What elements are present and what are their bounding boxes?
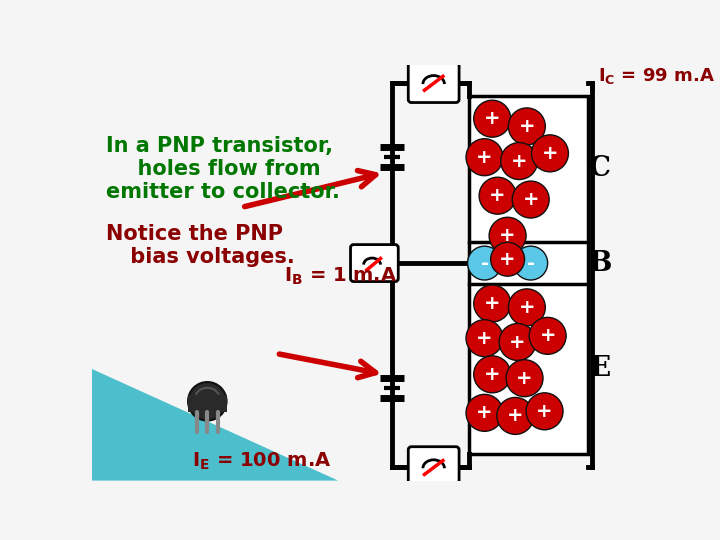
- Text: +: +: [516, 369, 533, 388]
- Circle shape: [508, 108, 545, 145]
- Text: B: B: [588, 249, 612, 276]
- Bar: [469, 96, 588, 454]
- Circle shape: [466, 394, 503, 431]
- Text: +: +: [511, 152, 527, 171]
- Text: +: +: [539, 326, 556, 346]
- Circle shape: [489, 217, 526, 254]
- Text: $\mathbf{I_E}$ = 100 m.A: $\mathbf{I_E}$ = 100 m.A: [192, 451, 331, 472]
- Bar: [188, 395, 227, 412]
- Circle shape: [474, 285, 510, 322]
- Text: +: +: [509, 333, 526, 352]
- Circle shape: [531, 135, 568, 172]
- Text: $\mathbf{I_C}$ = 99 m.A: $\mathbf{I_C}$ = 99 m.A: [598, 66, 715, 86]
- FancyBboxPatch shape: [351, 245, 398, 281]
- Text: -: -: [527, 254, 535, 273]
- Text: holes flow from: holes flow from: [122, 159, 320, 179]
- Circle shape: [466, 139, 503, 176]
- Text: Notice the PNP: Notice the PNP: [106, 224, 283, 244]
- Text: +: +: [476, 403, 492, 422]
- Polygon shape: [92, 369, 338, 481]
- Text: C: C: [589, 156, 611, 183]
- Text: +: +: [507, 407, 523, 426]
- Circle shape: [467, 246, 501, 280]
- Circle shape: [500, 143, 538, 179]
- FancyBboxPatch shape: [408, 63, 459, 103]
- Circle shape: [506, 360, 543, 397]
- Circle shape: [497, 397, 534, 434]
- Circle shape: [529, 318, 566, 354]
- Circle shape: [479, 177, 516, 214]
- Text: +: +: [476, 329, 492, 348]
- Text: +: +: [484, 109, 500, 128]
- Text: +: +: [484, 294, 500, 313]
- Text: emitter to collector.: emitter to collector.: [106, 182, 340, 202]
- Text: In a PNP transistor,: In a PNP transistor,: [106, 136, 333, 156]
- Ellipse shape: [188, 382, 227, 421]
- Circle shape: [514, 246, 548, 280]
- Text: +: +: [523, 190, 539, 209]
- Text: +: +: [484, 365, 500, 384]
- Text: +: +: [476, 148, 492, 167]
- Text: +: +: [500, 249, 516, 269]
- Text: +: +: [541, 144, 558, 163]
- FancyBboxPatch shape: [408, 447, 459, 487]
- Text: -: -: [480, 254, 488, 273]
- Circle shape: [474, 356, 510, 393]
- Text: $\mathbf{I_B}$ = 1 m.A: $\mathbf{I_B}$ = 1 m.A: [284, 266, 397, 287]
- Circle shape: [490, 242, 525, 276]
- Text: bias voltages.: bias voltages.: [122, 247, 294, 267]
- Text: +: +: [490, 186, 506, 205]
- Text: +: +: [500, 226, 516, 245]
- Text: +: +: [518, 117, 535, 136]
- Circle shape: [499, 323, 536, 361]
- Circle shape: [512, 181, 549, 218]
- Circle shape: [466, 320, 503, 356]
- Circle shape: [526, 393, 563, 430]
- Circle shape: [508, 289, 545, 326]
- Circle shape: [474, 100, 510, 137]
- Text: +: +: [536, 402, 553, 421]
- Text: +: +: [518, 298, 535, 317]
- Text: E: E: [590, 355, 611, 382]
